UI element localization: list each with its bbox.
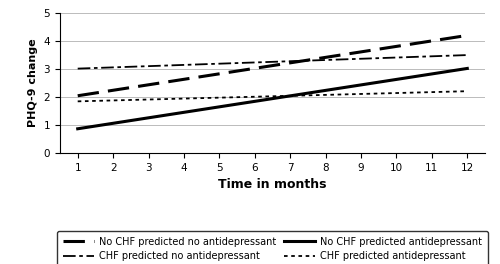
Legend: No CHF predicted no antidepressant, CHF predicted no antidepressant, No CHF pred: No CHF predicted no antidepressant, CHF … <box>57 231 488 264</box>
X-axis label: Time in months: Time in months <box>218 178 327 191</box>
Y-axis label: PHQ-9 change: PHQ-9 change <box>28 39 38 128</box>
